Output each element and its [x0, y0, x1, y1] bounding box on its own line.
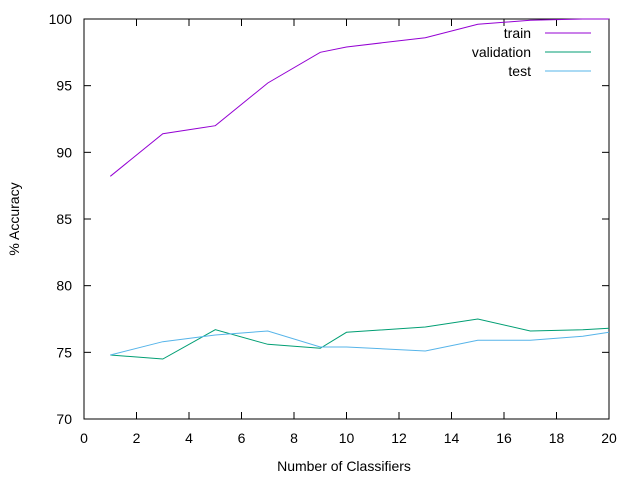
series-line-validation: [110, 318, 610, 360]
x-tick-label: 18: [549, 430, 565, 446]
y-tick-label: 75: [56, 344, 72, 360]
x-tick-label: 6: [238, 430, 246, 446]
x-tick-label: 2: [133, 430, 141, 446]
x-tick-label: 8: [290, 430, 298, 446]
legend-label-validation: validation: [472, 44, 531, 60]
legend-label-test: test: [508, 63, 531, 79]
axes: 0 2 4 6 8 10 12 14 16 18 20 70 75 80 85 90 95 100: [49, 11, 617, 446]
x-axis-title: Number of Classifiers: [277, 458, 411, 474]
y-tick-label: 100: [49, 11, 73, 27]
series-lines: [109, 18, 610, 360]
x-tick-label: 20: [601, 430, 617, 446]
x-tick-label: 16: [496, 430, 512, 446]
x-tick-label: 4: [185, 430, 193, 446]
legend: train validation test: [472, 25, 591, 79]
y-axis-title: % Accuracy: [6, 182, 22, 255]
legend-label-train: train: [504, 25, 531, 41]
y-tick-label: 90: [56, 144, 72, 160]
x-tick-label: 14: [444, 430, 460, 446]
x-tick-label: 10: [339, 430, 355, 446]
x-tick-label: 0: [80, 430, 88, 446]
series-line-test: [110, 330, 610, 356]
y-tick-label: 80: [56, 278, 72, 294]
y-tick-label: 85: [56, 211, 72, 227]
x-tick-label: 12: [391, 430, 407, 446]
y-tick-label: 70: [56, 411, 72, 427]
y-tick-label: 95: [56, 78, 72, 94]
series-line-train: [109, 18, 609, 177]
